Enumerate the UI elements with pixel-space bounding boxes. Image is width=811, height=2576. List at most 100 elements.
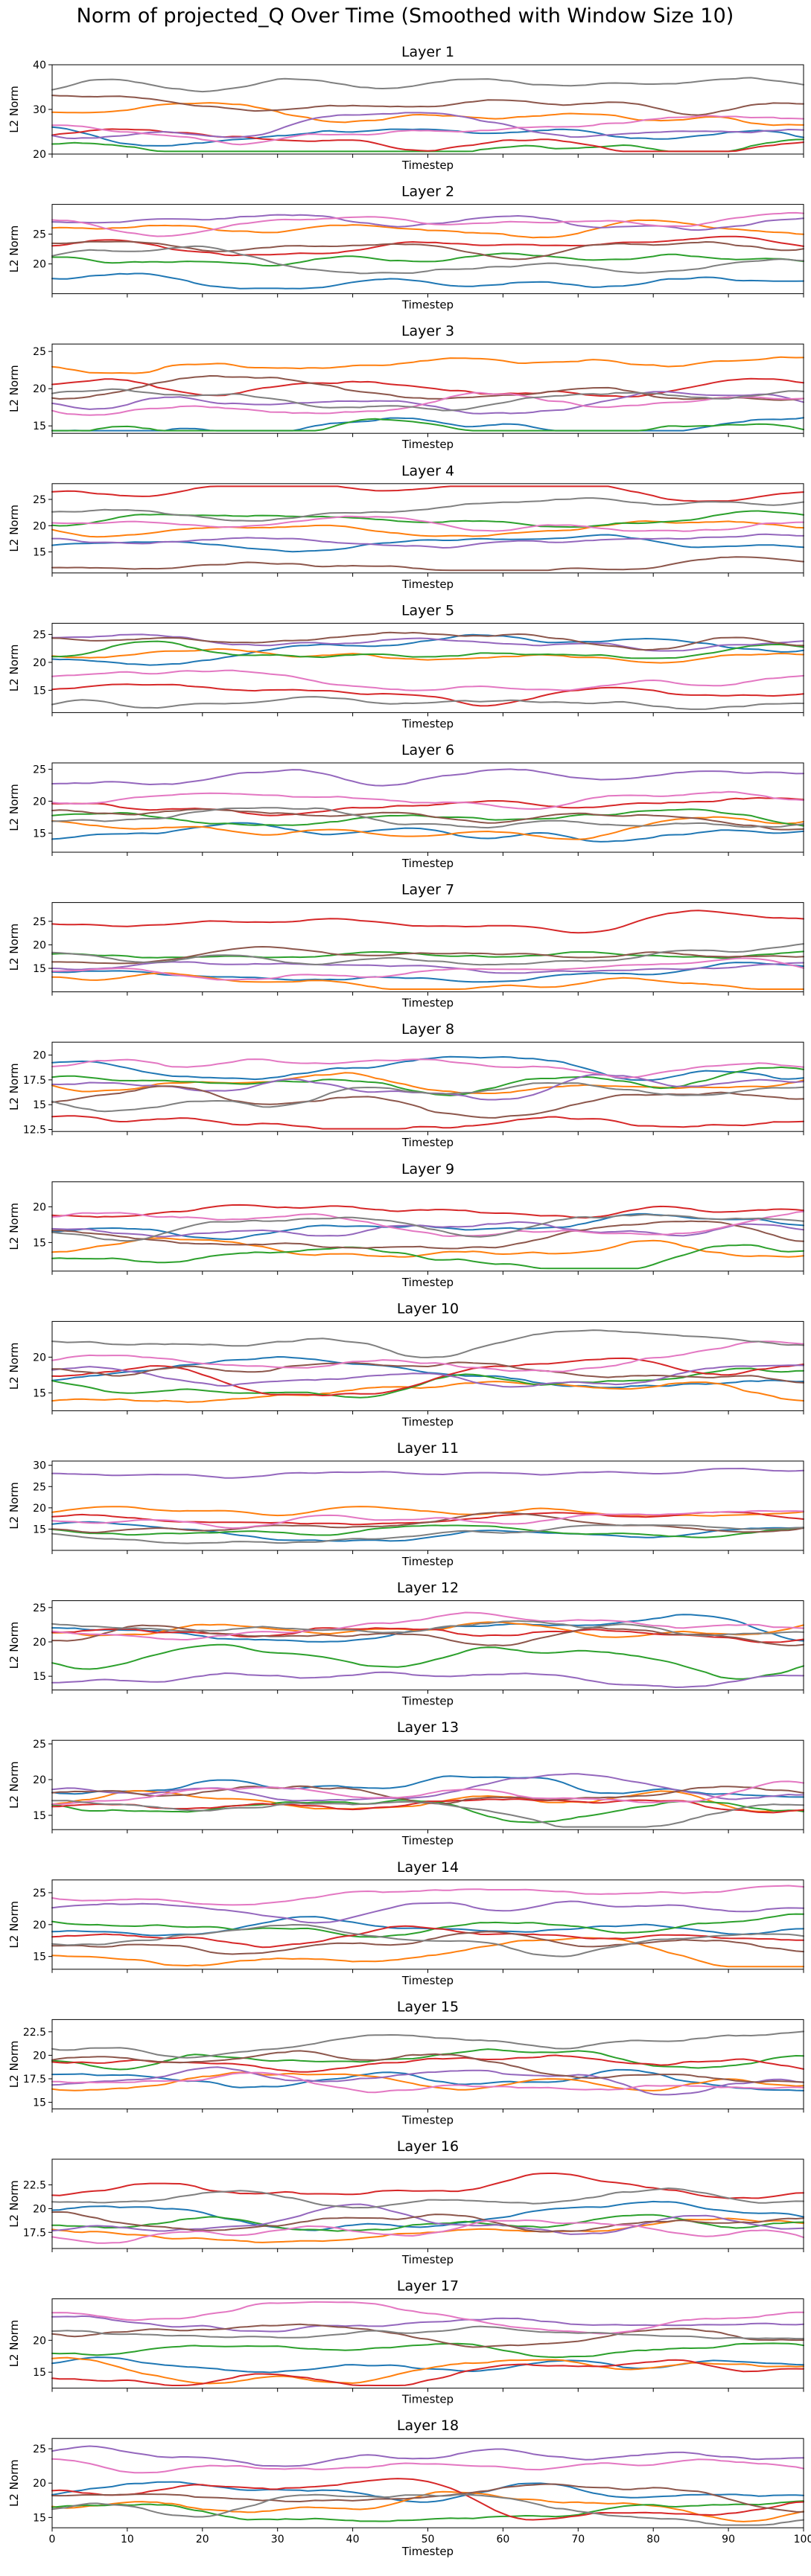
series-line bbox=[51, 1221, 804, 1238]
y-axis-label: L2 Norm bbox=[7, 2459, 21, 2507]
panel-frame bbox=[51, 2298, 804, 2389]
panel-title: Layer 17 bbox=[397, 2278, 459, 2295]
y-axis-label: L2 Norm bbox=[7, 226, 21, 273]
y-axis-label: L2 Norm bbox=[7, 1482, 21, 1530]
series-line bbox=[51, 1937, 804, 1968]
y-tick-label: 15 bbox=[33, 2367, 46, 2379]
series-line bbox=[51, 520, 804, 538]
series-line bbox=[51, 1512, 804, 1533]
series-line bbox=[51, 631, 804, 651]
y-tick-label: 25 bbox=[33, 2444, 46, 2455]
y-tick-label: 15 bbox=[33, 547, 46, 559]
series-line bbox=[51, 126, 804, 147]
series-line bbox=[51, 1509, 804, 1530]
series-line bbox=[51, 252, 804, 267]
series-line bbox=[51, 1340, 804, 1372]
y-tick-label: 20 bbox=[33, 2335, 46, 2347]
series-line bbox=[51, 391, 804, 416]
series-line bbox=[51, 1220, 804, 1250]
series-line bbox=[51, 1237, 804, 1258]
y-tick-label: 15 bbox=[33, 2097, 46, 2109]
series-line bbox=[51, 2483, 804, 2513]
y-tick-label: 17.5 bbox=[23, 1075, 46, 1087]
y-tick-label: 20 bbox=[33, 1920, 46, 1931]
y-axis-label: L2 Norm bbox=[7, 2180, 21, 2228]
y-tick-label: 12.5 bbox=[23, 1125, 46, 1137]
x-tick-label: 20 bbox=[196, 2534, 209, 2545]
y-tick-label: 15 bbox=[33, 421, 46, 432]
series-line bbox=[51, 1213, 804, 1242]
series-line bbox=[51, 2493, 804, 2526]
series-line bbox=[51, 2478, 804, 2521]
x-tick-label: 100 bbox=[794, 2534, 811, 2545]
series-line bbox=[51, 796, 804, 816]
panel-title: Layer 16 bbox=[397, 2138, 459, 2155]
x-axis-label: Timestep bbox=[401, 2113, 454, 2126]
series-line bbox=[51, 1066, 804, 1096]
series-line bbox=[51, 957, 804, 981]
y-tick-label: 15 bbox=[33, 2512, 46, 2524]
x-axis-label: Timestep bbox=[401, 1555, 454, 1568]
x-tick-label: 90 bbox=[722, 2534, 735, 2545]
panel-title: Layer 13 bbox=[397, 1719, 459, 1736]
x-tick-label: 0 bbox=[49, 2534, 56, 2545]
y-tick-label: 25 bbox=[33, 629, 46, 641]
series-line bbox=[51, 1244, 804, 1270]
y-tick-label: 30 bbox=[33, 104, 46, 116]
y-axis-label: L2 Norm bbox=[7, 505, 21, 552]
panel-frame bbox=[51, 762, 804, 853]
y-tick-label: 15 bbox=[33, 963, 46, 975]
series-line bbox=[51, 417, 804, 432]
y-axis-label: L2 Norm bbox=[7, 86, 21, 133]
series-line bbox=[51, 245, 804, 275]
series-line bbox=[51, 1055, 804, 1081]
y-tick-label: 30 bbox=[33, 1460, 46, 1472]
x-axis-label: Timestep bbox=[401, 717, 454, 730]
series-line bbox=[51, 1329, 804, 1358]
y-tick-label: 17.5 bbox=[23, 2074, 46, 2086]
y-tick-label: 15 bbox=[33, 828, 46, 840]
y-axis-label: L2 Norm bbox=[7, 1901, 21, 1949]
y-axis-label: L2 Norm bbox=[7, 1622, 21, 1669]
series-line bbox=[51, 1210, 804, 1237]
series-line bbox=[51, 1058, 804, 1079]
series-line bbox=[51, 235, 804, 257]
series-line bbox=[51, 669, 804, 691]
panel-frame bbox=[51, 64, 804, 155]
series-line bbox=[51, 1643, 804, 1680]
y-tick-label: 15 bbox=[33, 1237, 46, 1249]
series-line bbox=[51, 2325, 804, 2340]
panel-title: Layer 18 bbox=[397, 2417, 459, 2434]
panel-title: Layer 14 bbox=[397, 1859, 459, 1876]
y-tick-label: 40 bbox=[33, 60, 46, 71]
y-tick-label: 20 bbox=[33, 383, 46, 395]
series-line bbox=[51, 1611, 804, 1640]
series-line bbox=[51, 115, 804, 146]
y-axis-label: L2 Norm bbox=[7, 365, 21, 412]
series-line bbox=[51, 485, 804, 502]
series-line bbox=[51, 807, 804, 829]
series-line bbox=[51, 950, 804, 959]
x-tick-label: 30 bbox=[271, 2534, 284, 2545]
series-line bbox=[51, 2203, 804, 2235]
series-line bbox=[51, 2030, 804, 2059]
panel-frame bbox=[51, 1739, 804, 1830]
y-tick-label: 20 bbox=[33, 1352, 46, 1364]
series-line bbox=[51, 1468, 804, 1479]
series-line bbox=[51, 910, 804, 934]
series-line bbox=[51, 808, 804, 831]
series-line bbox=[51, 1524, 804, 1544]
series-line bbox=[51, 1780, 804, 1806]
series-line bbox=[51, 1624, 804, 1646]
x-tick-label: 10 bbox=[121, 2534, 134, 2545]
panel-title: Layer 4 bbox=[401, 463, 454, 479]
series-line bbox=[51, 497, 804, 522]
series-line bbox=[51, 2481, 804, 2503]
x-axis-label: Timestep bbox=[401, 2253, 454, 2266]
series-line bbox=[51, 2445, 804, 2467]
y-axis-label: L2 Norm bbox=[7, 1343, 21, 1390]
series-line bbox=[51, 633, 804, 652]
series-line bbox=[51, 1924, 804, 1957]
y-axis-label: L2 Norm bbox=[7, 1761, 21, 1809]
